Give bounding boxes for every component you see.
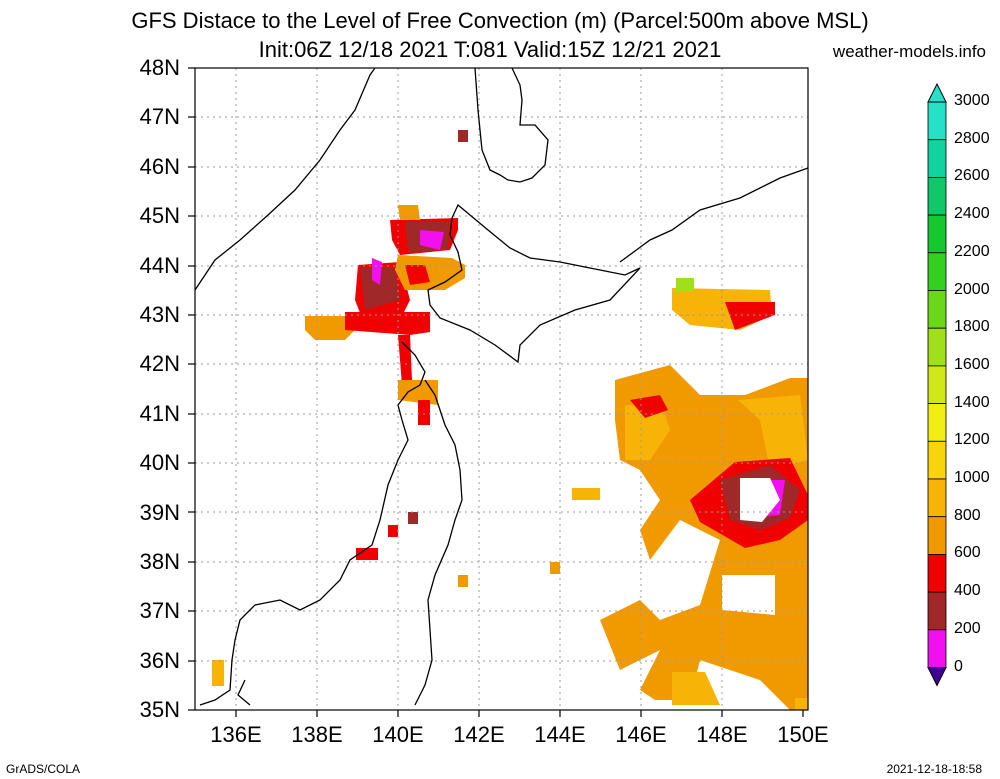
lon-label: 142E: [453, 722, 505, 747]
colorbar-segment: [927, 327, 947, 367]
colorbar-segment: [927, 365, 947, 404]
grid: [195, 68, 808, 710]
lat-label: 43N: [139, 302, 180, 327]
cape-field-japan-sea: [212, 130, 560, 686]
footer-right: 2021-12-18-18:58: [886, 762, 982, 776]
lon-label: 136E: [210, 722, 262, 747]
colorbar-segment: [927, 252, 947, 291]
colorbar-segment: [927, 403, 947, 442]
colorbar-segment: [927, 139, 947, 178]
colorbar-label: 1600: [954, 355, 990, 373]
colorbar-segment: [927, 516, 947, 555]
colorbar-label: 3000: [954, 92, 990, 109]
colorbar-label: 1200: [954, 431, 990, 449]
colorbar-label: 600: [954, 544, 981, 562]
cape-field-pacific: [572, 278, 808, 710]
colorbar-label: 2200: [954, 242, 990, 260]
colorbar-segment: [927, 440, 947, 480]
lat-label: 38N: [139, 549, 180, 574]
colorbar-label: 1000: [954, 469, 990, 486]
lon-label: 150E: [777, 722, 829, 747]
lat-label: 47N: [139, 104, 180, 130]
colorbar-segment: [927, 591, 947, 631]
plot-frame: [194, 67, 809, 711]
lat-label: 45N: [139, 203, 180, 229]
lon-label: 144E: [534, 722, 586, 747]
footer-left: GrADS/COLA: [6, 762, 81, 776]
colorbar: [927, 82, 947, 687]
coastlines: [194, 67, 809, 706]
lat-label: 44N: [139, 252, 180, 278]
lat-label: 35N: [139, 697, 180, 723]
lon-label: 138E: [291, 722, 343, 747]
colorbar-bottom-arrow: [927, 667, 947, 687]
lat-label: 42N: [139, 351, 180, 377]
lon-label: 140E: [372, 722, 424, 747]
lat-label: 37N: [139, 598, 180, 624]
lon-label: 148E: [696, 722, 748, 747]
lon-label: 146E: [615, 722, 667, 747]
colorbar-label: 800: [954, 506, 981, 524]
colorbar-label: 400: [954, 582, 981, 600]
lat-label: 41N: [139, 400, 180, 426]
colorbar-segment: [927, 290, 947, 329]
colorbar-segment: [927, 629, 947, 668]
colorbar-label: 200: [954, 619, 981, 637]
colorbar-segment: [927, 101, 947, 141]
colorbar-label: 2000: [954, 280, 990, 298]
colorbar-label: 0: [954, 657, 963, 675]
colorbar-segment: [927, 176, 947, 216]
colorbar-label: 1400: [954, 393, 990, 411]
lat-label: 39N: [139, 499, 180, 525]
colorbar-top-arrow: [927, 82, 947, 103]
chart-title: GFS Distace to the Level of Free Convect…: [131, 8, 869, 33]
colorbar-label: 1800: [954, 318, 990, 336]
colorbar-label: 2600: [954, 167, 990, 185]
colorbar-label: 2400: [954, 205, 990, 223]
colorbar-segment: [927, 554, 947, 593]
site-label: weather-models.info: [832, 42, 986, 61]
colorbar-segment: [927, 214, 947, 254]
lat-label: 48N: [139, 55, 180, 80]
lat-label: 36N: [139, 647, 180, 673]
lat-label: 40N: [139, 450, 180, 476]
chart-subtitle: Init:06Z 12/18 2021 T:081 Valid:15Z 12/2…: [258, 37, 722, 62]
lat-label: 46N: [139, 153, 180, 179]
colorbar-label: 2800: [954, 129, 990, 147]
colorbar-segment: [927, 478, 947, 518]
